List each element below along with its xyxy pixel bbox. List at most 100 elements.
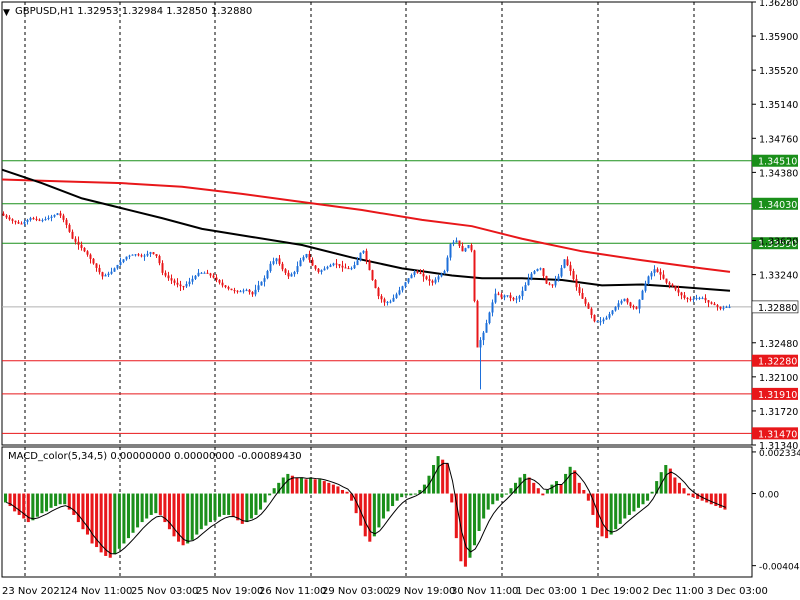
macd-bar — [309, 477, 313, 494]
bull-candle-body — [506, 295, 509, 297]
macd-bar — [190, 493, 194, 540]
bull-candle-body — [692, 298, 695, 300]
macd-header: MACD_color(5,34,5) 0.00000000 0.00000000… — [8, 451, 302, 462]
macd-bar — [231, 493, 235, 517]
bear-candle-body — [215, 277, 218, 280]
macd-bar — [614, 493, 618, 530]
macd-bar — [436, 456, 440, 494]
macd-bar — [646, 493, 650, 501]
bull-candle-body — [257, 285, 260, 290]
bear-candle-body — [140, 255, 143, 257]
macd-bar — [8, 493, 12, 507]
macd-bar — [327, 482, 331, 494]
bear-candle-body — [626, 298, 629, 303]
bear-candle-body — [710, 302, 713, 304]
bull-candle-body — [527, 278, 530, 286]
macd-bar — [400, 493, 404, 498]
macd-bar — [482, 493, 486, 519]
bear-candle-body — [155, 254, 158, 257]
chart-headers: ▼ GBPUSD,H1 1.32953 1.32984 1.32850 1.32… — [3, 6, 302, 462]
current-price-label: 1.32880 — [758, 303, 797, 314]
macd-bar — [340, 489, 345, 494]
y-tick-label: 1.36280 — [759, 0, 798, 9]
macd-bar — [709, 493, 713, 505]
macd-bar — [90, 493, 94, 544]
bull-candle-body — [272, 261, 275, 264]
bear-candle-body — [581, 292, 584, 299]
macd-bar — [199, 493, 203, 530]
bull-candle-body — [113, 268, 116, 272]
macd-bar — [641, 493, 645, 505]
bull-candle-body — [194, 275, 197, 279]
bull-candle-body — [392, 297, 395, 302]
bull-candle-body — [560, 267, 563, 277]
macd-bar — [322, 481, 326, 494]
support-level-tag — [752, 387, 798, 400]
x-tick-label: 3 Dec 03:00 — [707, 586, 768, 597]
macd-bar — [4, 493, 8, 503]
bull-candle-body — [614, 306, 617, 311]
bull-candle-body — [359, 252, 362, 261]
bear-candle-body — [680, 292, 683, 296]
macd-bar — [696, 493, 700, 499]
resistance-level-tag — [752, 197, 798, 210]
bull-candle-body — [185, 284, 188, 287]
bear-candle-body — [206, 272, 209, 274]
macd-bar — [536, 488, 540, 494]
y-tick-label: 1.34380 — [759, 168, 798, 179]
macd-bar — [372, 493, 376, 537]
bear-candle-body — [572, 271, 575, 280]
macd-bar — [591, 493, 595, 515]
bear-candle-body — [17, 222, 20, 224]
bear-candle-body — [161, 263, 164, 273]
bull-candle-body — [530, 273, 533, 279]
bull-candle-body — [467, 245, 470, 249]
macd-bar — [331, 484, 335, 494]
macd-bar — [495, 493, 499, 501]
bear-candle-body — [233, 290, 236, 292]
macd-bar — [714, 493, 718, 507]
support-level-tag — [752, 354, 798, 367]
macd-y-tick-label: 0.00 — [759, 491, 779, 501]
collapse-arrow-icon[interactable]: ▼ — [3, 8, 10, 18]
macd-bar — [213, 493, 217, 521]
macd-bar — [600, 493, 604, 537]
macd-bar — [268, 493, 272, 496]
macd-bar — [258, 493, 263, 510]
bear-candle-body — [671, 284, 674, 287]
macd-bar — [126, 493, 130, 539]
bear-candle-body — [416, 271, 419, 273]
current-price-tag — [751, 300, 799, 314]
bull-candle-body — [650, 272, 653, 277]
macd-bar — [468, 493, 472, 558]
macd-bar — [277, 482, 281, 494]
macd-bar — [113, 493, 117, 555]
macd-bar — [218, 493, 222, 517]
macd-bar — [568, 466, 572, 494]
macd-bar — [413, 493, 417, 495]
macd-bar — [299, 477, 304, 494]
bear-candle-body — [77, 241, 80, 245]
bull-candle-body — [440, 273, 443, 277]
macd-bar — [691, 493, 695, 498]
candles — [2, 210, 731, 390]
bear-candle-body — [236, 290, 239, 292]
macd-bar — [618, 493, 622, 524]
macd-bar — [204, 493, 208, 526]
macd-pane-frame — [1, 446, 753, 578]
macd-bar — [122, 493, 126, 544]
macd-bar — [104, 493, 108, 556]
bull-candle-body — [29, 218, 32, 221]
symbol-header: GBPUSD,H1 1.32953 1.32984 1.32850 1.3288… — [15, 6, 252, 17]
bear-candle-body — [542, 268, 545, 276]
bear-candle-body — [2, 213, 5, 216]
support-level-label: 1.31910 — [758, 390, 797, 401]
macd-bar — [668, 468, 672, 494]
bear-candle-body — [344, 267, 347, 269]
bear-candle-body — [512, 297, 515, 300]
bear-candle-body — [95, 263, 98, 268]
macd-bar — [509, 488, 513, 494]
macd-bar — [99, 493, 103, 553]
macd-bar — [318, 479, 322, 494]
bull-candle-body — [350, 268, 353, 270]
